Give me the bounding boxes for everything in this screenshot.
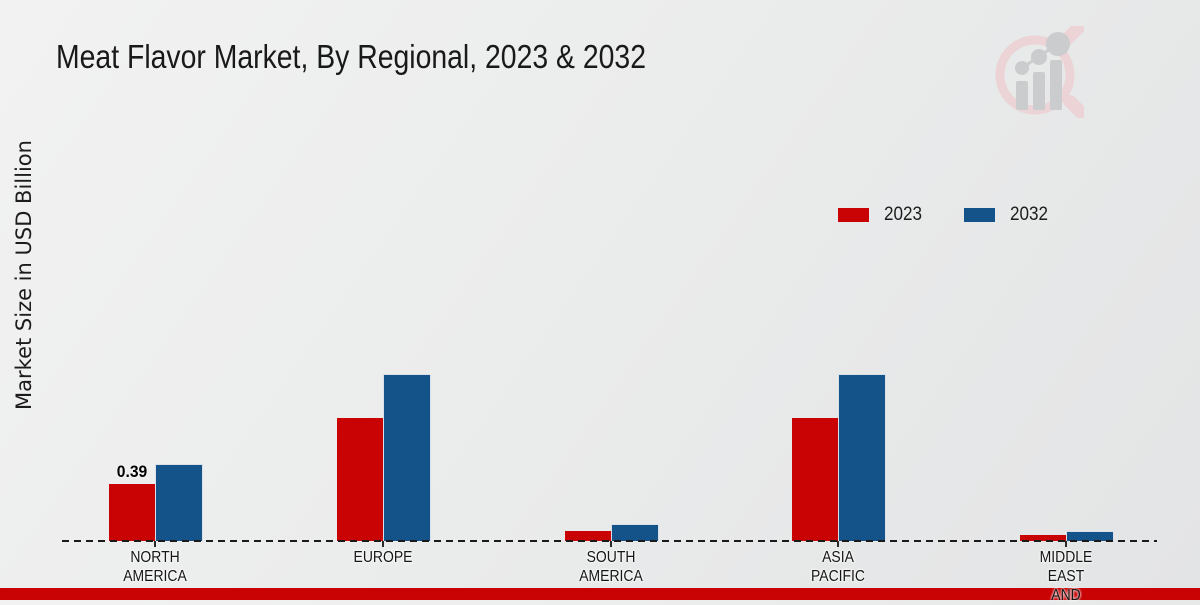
bar-2032-europe (383, 374, 431, 541)
bar-2032-north-america (155, 464, 203, 541)
value-label-2023-north-america: 0.39 (116, 462, 148, 481)
x-axis-tick-south-america (610, 541, 612, 547)
bar-2023-europe (337, 418, 383, 541)
bar-2032-asia-pacific (838, 374, 886, 541)
legend-item-2032: 2032 (964, 204, 1052, 226)
footer-red-band (0, 588, 1200, 600)
category-label-asia-pacific: ASIA PACIFIC (811, 549, 865, 585)
legend-item-2023: 2023 (838, 204, 926, 226)
category-label-north-america: NORTH AMERICA (123, 549, 187, 585)
x-axis-tick-north-america (154, 541, 156, 547)
category-label-south-america: SOUTH AMERICA (579, 549, 643, 585)
x-axis-dashed-baseline (62, 540, 1157, 542)
x-axis-tick-middle-east-and (1065, 541, 1067, 547)
bar-2032-middle-east-and (1066, 531, 1114, 541)
bar-2032-south-america (611, 524, 659, 541)
x-axis-tick-europe (382, 541, 384, 547)
legend-label-2032: 2032 (1010, 204, 1049, 225)
chart-title: Meat Flavor Market, By Regional, 2023 & … (56, 38, 646, 75)
magnifier-bar-chart-watermark-icon (995, 26, 1084, 118)
x-axis-tick-asia-pacific (837, 541, 839, 547)
category-label-europe: EUROPE (353, 549, 413, 566)
bar-2023-asia-pacific (792, 418, 838, 541)
legend-swatch-2032 (964, 208, 996, 222)
bar-2023-north-america (109, 484, 155, 541)
bar-2023-middle-east-and (1020, 535, 1066, 541)
bar-2023-south-america (565, 531, 611, 541)
legend-swatch-2023 (838, 208, 869, 222)
category-label-middle-east-and: MIDDLE EAST AND (1039, 549, 1093, 604)
legend-label-2023: 2023 (884, 204, 923, 225)
legend: 2023 2032 (838, 204, 1053, 226)
